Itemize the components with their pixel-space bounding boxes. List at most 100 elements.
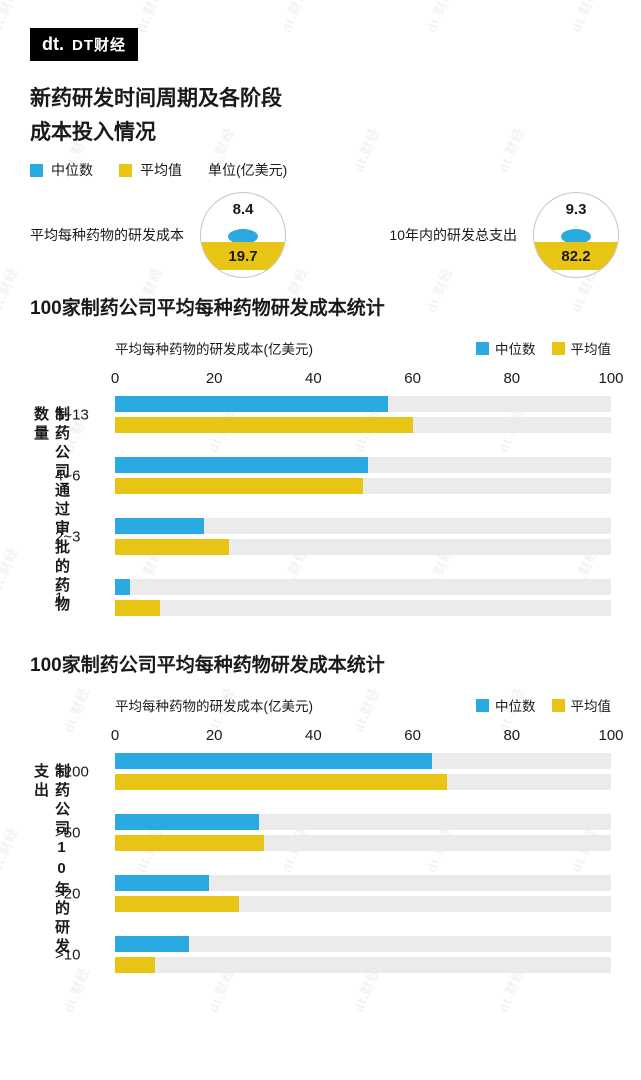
x-tick-label: 60 xyxy=(404,370,421,387)
category-label: 4~6 xyxy=(55,467,81,484)
watermark-text: dt.财经 xyxy=(350,125,383,175)
mean-bar xyxy=(115,896,239,912)
category-label: >10 xyxy=(55,946,81,963)
bar-track xyxy=(115,875,611,891)
median-swatch xyxy=(476,341,489,355)
chart-legend: 中位数 平均值 xyxy=(476,338,611,358)
median-bar xyxy=(115,875,210,891)
y-axis-label: 制药公司通过审批的药物数量 xyxy=(32,406,70,615)
median-bar xyxy=(115,396,388,412)
x-tick-label: 100 xyxy=(598,370,624,387)
watermark-text: dt.财经 xyxy=(278,0,311,35)
chart-title: 100家制药公司平均每种药物研发成本统计 xyxy=(30,655,385,676)
chart-title: 100家制药公司平均每种药物研发成本统计 xyxy=(30,298,385,319)
bar-track xyxy=(115,518,611,534)
category-label: 8~13 xyxy=(55,406,89,423)
y-axis-label: 制药公司10年的研发支出 xyxy=(32,763,70,957)
x-axis-label: 平均每种药物的研发成本(亿美元) xyxy=(115,342,313,357)
mean-swatch xyxy=(551,698,565,712)
median-bar xyxy=(115,753,433,769)
bar-track xyxy=(115,774,611,790)
median-swatch xyxy=(476,698,489,712)
x-tick-label: 80 xyxy=(503,727,521,744)
logo-name: DT财经 xyxy=(72,37,126,54)
category-label: >200 xyxy=(55,763,89,780)
x-tick-label: 80 xyxy=(503,370,521,387)
watermark-text: dt.财经 xyxy=(0,825,21,875)
page-title-line1: 新药研发时间周期及各阶段 xyxy=(30,87,282,110)
category-label: 2~3 xyxy=(55,528,81,545)
bar-group: >10 xyxy=(55,936,611,973)
chart-10yr-spend: 100家制药公司平均每种药物研发成本统计 平均每种药物的研发成本(亿美元) 中位… xyxy=(30,650,624,973)
x-tick-label: 0 xyxy=(110,370,120,387)
bar-track xyxy=(115,936,611,952)
median-ellipse-icon xyxy=(561,229,591,244)
x-axis: 0 20 40 60 80 100 xyxy=(111,723,624,753)
stat-donut: 9.3 82.2 xyxy=(533,192,619,278)
x-tick-label: 0 xyxy=(110,727,120,744)
stat-total-10yr-spend: 10年内的研发总支出 9.3 82.2 xyxy=(389,192,619,278)
stat-label: 平均每种药物的研发成本 xyxy=(30,227,184,243)
bar-track xyxy=(115,478,611,494)
x-tick-label: 20 xyxy=(205,370,223,387)
bar-track xyxy=(115,600,611,616)
watermark-text: dt.财经 xyxy=(0,0,21,35)
mean-bar xyxy=(115,539,230,555)
stat-donut: 8.4 19.7 xyxy=(200,192,286,278)
median-bar xyxy=(115,579,130,595)
bar-group: 8~13 xyxy=(55,396,611,433)
watermark-text: dt.财经 xyxy=(423,0,456,35)
chart-legend: 中位数 平均值 xyxy=(476,695,611,715)
mean-swatch xyxy=(119,163,132,177)
bar-group: 1 xyxy=(55,579,611,616)
bar-group: >200 xyxy=(55,753,611,790)
category-label: >20 xyxy=(55,885,81,902)
unit-label: 单位(亿美元) xyxy=(208,162,288,178)
mean-legend-label: 平均值 xyxy=(140,162,182,178)
page-title: 新药研发时间周期及各阶段 成本投入情况 xyxy=(30,82,282,149)
mean-legend-label: 平均值 xyxy=(570,699,612,714)
stat-per-drug-cost: 平均每种药物的研发成本 8.4 19.7 xyxy=(30,192,286,278)
page-title-line2: 成本投入情况 xyxy=(30,120,156,144)
bar-group: 4~6 xyxy=(55,457,611,494)
watermark-text: dt.财经 xyxy=(0,265,21,315)
bar-track xyxy=(115,957,611,973)
chart-drugs-approved: 100家制药公司平均每种药物研发成本统计 平均每种药物的研发成本(亿美元) 中位… xyxy=(30,293,624,616)
median-legend-label: 中位数 xyxy=(495,342,536,357)
median-ellipse-icon xyxy=(228,229,258,244)
x-tick-label: 20 xyxy=(205,727,223,744)
mean-swatch xyxy=(551,341,565,355)
bar-rows: >200 >50 >20 >10 xyxy=(55,753,611,973)
logo-mark: dt. xyxy=(42,34,64,54)
median-swatch xyxy=(30,163,43,177)
bar-track xyxy=(115,539,611,555)
median-bar xyxy=(115,936,190,952)
x-tick-label: 40 xyxy=(305,727,322,744)
bar-track xyxy=(115,896,611,912)
bar-track xyxy=(115,814,611,830)
bar-group: >50 xyxy=(55,814,611,851)
x-axis: 0 20 40 60 80 100 xyxy=(111,366,624,396)
mean-bar xyxy=(115,600,160,616)
summary-stats: 平均每种药物的研发成本 8.4 19.7 10年内的研发总支出 9.3 82.2 xyxy=(30,192,619,278)
bar-track xyxy=(115,753,611,769)
x-tick-label: 40 xyxy=(305,370,322,387)
bar-group: 2~3 xyxy=(55,518,611,555)
watermark-text: dt.财经 xyxy=(0,545,21,595)
bar-group: >20 xyxy=(55,875,611,912)
mean-bar xyxy=(115,417,413,433)
median-legend-label: 中位数 xyxy=(51,162,93,178)
bar-track xyxy=(115,835,611,851)
bar-rows: 8~13 4~6 2~3 1 xyxy=(55,396,611,616)
main-legend: 中位数 平均值 单位(亿美元) xyxy=(30,160,287,180)
stat-label: 10年内的研发总支出 xyxy=(389,227,517,243)
median-value: 9.3 xyxy=(565,201,587,218)
mean-bar xyxy=(115,835,264,851)
mean-bar xyxy=(115,957,155,973)
x-tick-label: 100 xyxy=(598,727,624,744)
category-label: 1 xyxy=(55,589,64,606)
dt-logo: dt. DT财经 xyxy=(30,28,138,61)
median-value: 8.4 xyxy=(232,201,254,218)
median-legend-label: 中位数 xyxy=(495,699,536,714)
